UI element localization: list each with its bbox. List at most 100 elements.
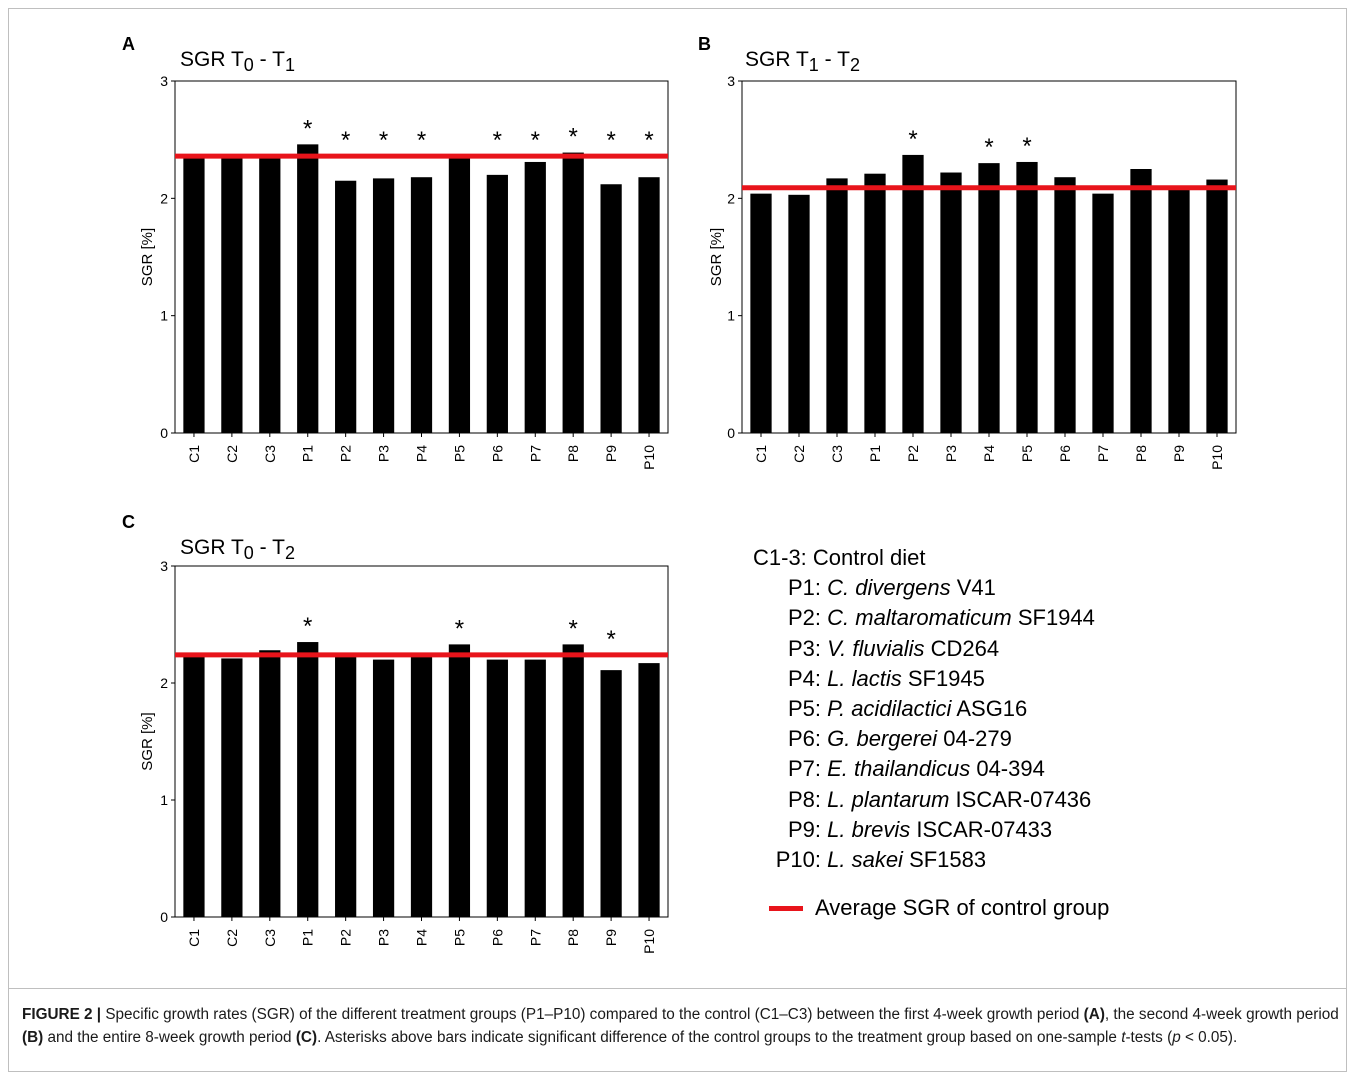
bar-p3 [940, 172, 962, 433]
title-subscript: 0 [244, 543, 254, 563]
bar-p5 [1016, 161, 1038, 433]
legend-strain: 04-279 [937, 726, 1012, 752]
caption-ref-b: (B) [22, 1029, 44, 1046]
legend-species: P. acidilactici [827, 696, 952, 722]
legend-species: E. thailandicus [827, 756, 971, 782]
bar-p5 [448, 644, 471, 917]
x-tick-label: P10 [641, 929, 657, 954]
x-tick-label: P2 [905, 445, 921, 462]
legend-average-label: Average SGR of control group [815, 895, 1110, 921]
bar-p2 [902, 154, 924, 434]
legend-species: C. maltaromaticum [827, 605, 1012, 631]
panel-letter: A [122, 34, 135, 54]
x-tick-label: P5 [451, 445, 467, 462]
legend-code: P10: [775, 847, 821, 873]
bar-p4 [410, 654, 433, 917]
title-text: - T [254, 536, 285, 559]
legend-code: P9: [787, 816, 821, 842]
x-tick-label: P10 [641, 445, 657, 470]
legend-species: L. sakei [827, 847, 903, 873]
bar-p6 [1054, 177, 1076, 433]
legend-code: P3: [787, 635, 821, 661]
bar-p10 [638, 177, 660, 433]
x-tick-label: P1 [300, 445, 316, 462]
x-tick-label: C1 [186, 929, 202, 947]
bar-p7 [524, 161, 546, 433]
title-subscript: 0 [244, 55, 254, 75]
legend-entry: P4: L. lactis SF1945 [753, 664, 1109, 694]
legend-red-line-swatch [769, 905, 803, 911]
legend-code: P7: [787, 756, 821, 782]
x-tick-label: P7 [527, 929, 543, 946]
x-tick-label: P4 [414, 929, 430, 946]
significance-asterisk: * [984, 134, 993, 161]
bar-p8 [562, 152, 584, 433]
x-tick-label: P9 [603, 929, 619, 946]
y-tick-label: 3 [160, 558, 168, 574]
bar-p1 [297, 642, 319, 917]
significance-asterisk: * [303, 115, 312, 142]
legend-species: L. plantarum [827, 786, 950, 812]
significance-asterisk: * [569, 615, 578, 642]
title-text: SGR T [180, 48, 244, 71]
legend-code: P4: [787, 665, 821, 691]
significance-asterisk: * [303, 613, 312, 640]
bar-c1 [183, 656, 205, 917]
title-subscript: 2 [285, 543, 295, 563]
x-tick-label: P3 [376, 445, 392, 462]
bar-p9 [1168, 187, 1190, 433]
caption-t: t [1121, 1029, 1126, 1046]
x-tick-label: P3 [943, 445, 959, 462]
bar-p6 [486, 174, 508, 433]
bar-p1 [297, 144, 319, 434]
x-tick-label: C3 [262, 445, 278, 463]
legend-strain: ISCAR-07433 [910, 816, 1053, 842]
caption-ref-a: (A) [1083, 1006, 1105, 1023]
bar-c3 [259, 154, 281, 434]
bar-p1 [864, 173, 886, 433]
bar-p7 [524, 659, 546, 917]
bar-p7 [1092, 193, 1114, 433]
y-tick-label: 1 [160, 792, 168, 808]
legend-species: C. divergens [827, 575, 951, 601]
x-tick-label: P8 [565, 445, 581, 462]
y-tick-label: 0 [160, 425, 168, 441]
legend-species: G. bergerei [827, 726, 938, 752]
x-tick-label: C2 [224, 929, 240, 947]
bar-p4 [410, 177, 433, 433]
x-tick-label: C1 [753, 445, 769, 463]
legend-strain: SF1944 [1011, 605, 1095, 631]
x-tick-label: P1 [300, 929, 316, 946]
bar-p9 [600, 670, 622, 917]
legend: C1-3: Control diet P1: C. divergens V41 P2… [753, 543, 1109, 923]
legend-entry: P3: V. fluvialis CD264 [753, 634, 1109, 664]
x-tick-label: P7 [527, 445, 543, 462]
bar-p5 [448, 156, 471, 434]
legend-entry: P8: L. plantarum ISCAR-07436 [753, 785, 1109, 815]
x-tick-label: P2 [338, 445, 354, 462]
y-tick-label: 0 [727, 425, 735, 441]
bar-p3 [372, 178, 395, 433]
significance-asterisk: * [379, 127, 388, 154]
caption-p: p [1172, 1029, 1181, 1046]
bar-c2 [788, 194, 810, 433]
y-tick-label: 2 [727, 190, 735, 206]
x-tick-label: P5 [451, 929, 467, 946]
title-subscript: 1 [285, 55, 295, 75]
y-tick-label: 2 [160, 190, 168, 206]
figure-caption: FIGURE 2 | Specific growth rates (SGR) o… [22, 1003, 1342, 1049]
legend-entry: P9: L. brevis ISCAR-07433 [753, 815, 1109, 845]
legend-code: P6: [787, 726, 821, 752]
x-tick-label: P1 [867, 445, 883, 462]
bar-p8 [1130, 169, 1152, 433]
x-tick-label: P2 [338, 929, 354, 946]
bar-p4 [978, 163, 1000, 433]
x-tick-label: C1 [186, 445, 202, 463]
y-axis-label: SGR [%] [139, 228, 156, 286]
y-tick-label: 0 [160, 909, 168, 925]
bar-p2 [335, 180, 357, 433]
caption-text-1: Specific growth rates (SGR) of the diffe… [105, 1006, 1084, 1023]
legend-species: V. fluvialis [827, 635, 925, 661]
significance-asterisk: * [908, 126, 917, 153]
